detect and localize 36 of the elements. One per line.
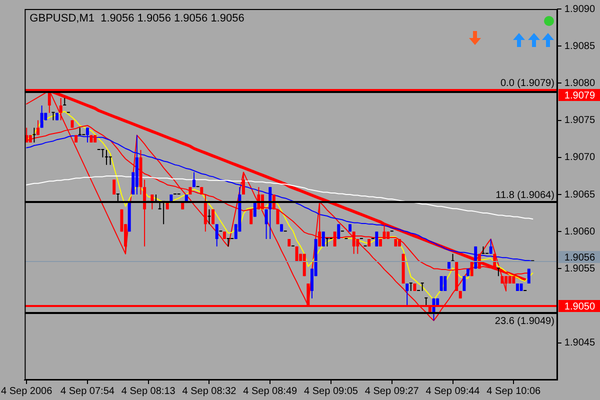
ref-line-label: 1.9050 [564, 301, 596, 312]
y-tick-label: 1.9080 [564, 78, 596, 89]
x-tick-label: 4 Sep 08:49 [243, 386, 298, 397]
x-tick-label: 4 Sep 08:13 [121, 386, 176, 397]
ref-line-label: 23.6 (1.9049) [494, 316, 554, 327]
y-tick-label: 1.9090 [564, 4, 596, 15]
y-tick-label: 1.9055 [564, 263, 596, 274]
ref-line-label: 1.9079 [564, 90, 596, 102]
x-tick-label: 4 Sep 07:54 [60, 386, 115, 397]
candlestick [496, 268, 500, 276]
x-tick-label: 4 Sep 10:06 [486, 386, 542, 397]
y-tick-label: 1.9060 [564, 226, 596, 238]
ref-line-label: 0.0 (1.9079) [500, 78, 554, 89]
x-tick-label: 4 Sep 09:44 [426, 386, 480, 397]
ref-line-label: 11.8 (1.9064) [496, 190, 554, 201]
y-tick-label: 1.9070 [564, 152, 596, 164]
candlestick [101, 148, 104, 158]
candlestick [420, 282, 424, 291]
y-tick-label: 1.9045 [564, 338, 596, 349]
candlestick [52, 112, 55, 120]
candlestick [32, 128, 36, 143]
ref-line-label: 1.9056 [564, 252, 596, 264]
candlestick [226, 238, 230, 246]
candlestick [409, 282, 412, 291]
y-tick-label: 1.9065 [564, 189, 596, 200]
chart-title: GBPUSD,M1 1.9056 1.9056 1.9056 1.9056 [30, 12, 244, 25]
y-tick-label: 1.9085 [564, 40, 596, 52]
x-tick-label: 4 Sep 09:27 [364, 386, 420, 397]
candlestick [104, 150, 108, 165]
x-tick-label: 4 Sep 2006 [1, 386, 53, 397]
y-tick-label: 1.9075 [564, 115, 596, 126]
candlestick [108, 156, 112, 165]
candlestick [208, 209, 211, 224]
x-tick-label: 4 Sep 08:32 [182, 386, 237, 397]
x-tick-label: 4 Sep 09:05 [304, 386, 358, 397]
candlestick [326, 238, 329, 246]
